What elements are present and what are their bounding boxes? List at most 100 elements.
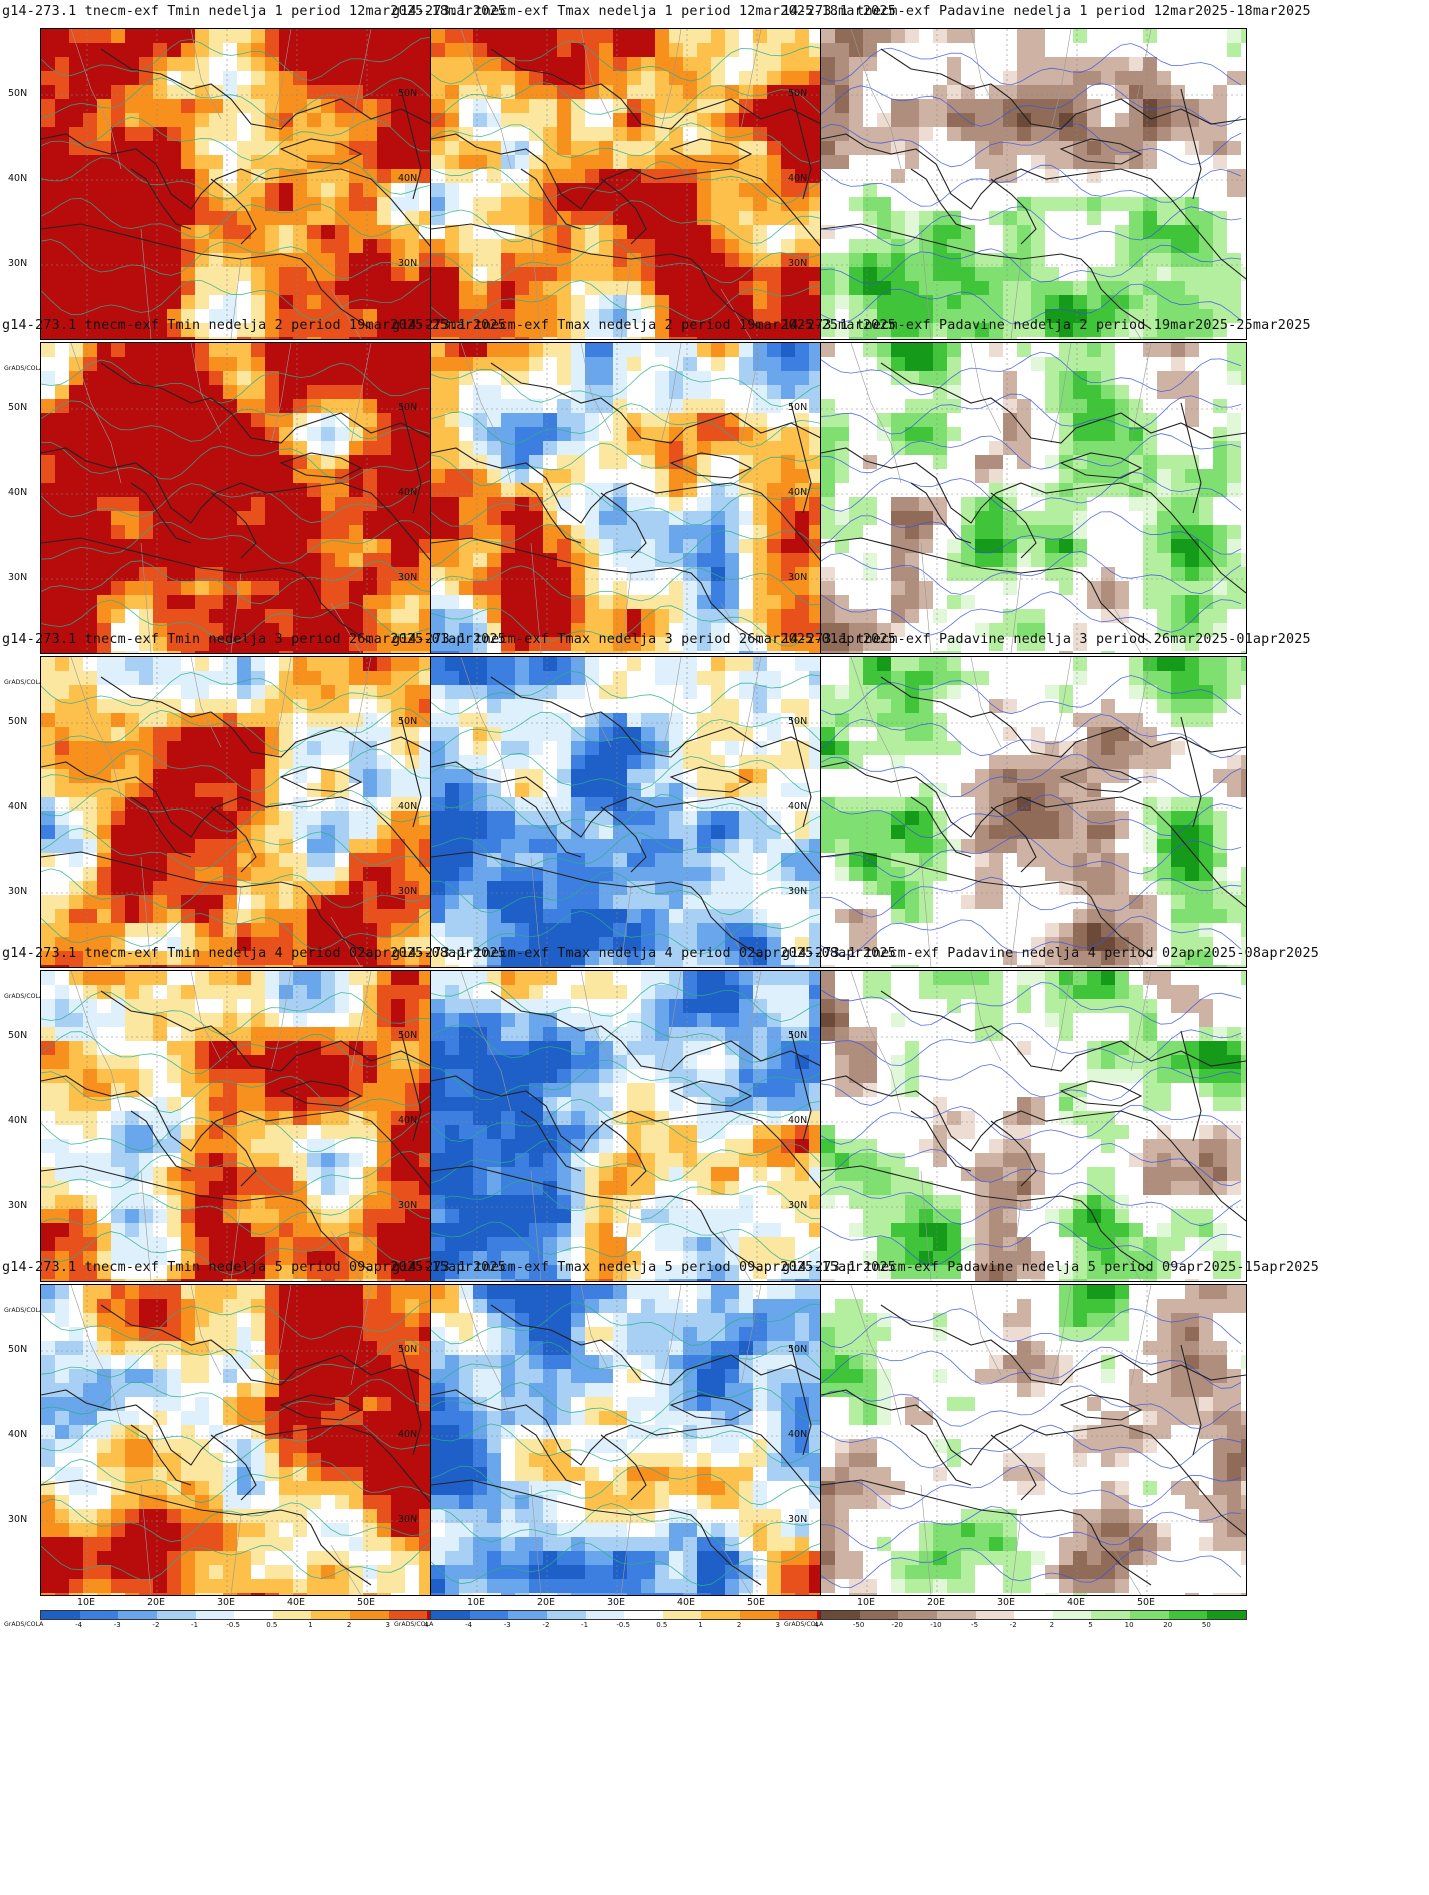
contour-lines [821, 982, 1242, 1266]
latitude-label: 30N [398, 258, 418, 269]
colorbar-swatch [350, 1611, 389, 1619]
coastline [821, 362, 1246, 644]
panel-title: 14-273.1 tnecm-exf Padavine nedelja 3 pe… [782, 632, 1311, 647]
grads-credit: GrADS/COLA [4, 1307, 44, 1314]
graticule [41, 29, 466, 339]
colorbar-label: -20 [891, 1621, 903, 1629]
colorbar [430, 1610, 857, 1620]
map-panel-tmin-week-1: g14-273.1 tnecm-exf Tmin nedelja 1 perio… [2, 4, 506, 374]
colorbar-label: -50 [852, 1621, 865, 1629]
latitude-label: 50N [398, 716, 418, 727]
graticule [431, 343, 856, 653]
coastline [821, 990, 1246, 1272]
anomaly-map [820, 342, 1247, 654]
coastline [431, 1304, 856, 1586]
anomaly-field [821, 343, 1246, 653]
panel-title: g14-273.1 tnecm-exf Tmin nedelja 5 perio… [2, 1260, 506, 1275]
longitude-label: 50E [746, 1597, 766, 1608]
latitude-label: 50N [398, 1344, 418, 1355]
country-borders [460, 29, 762, 339]
longitude-label: 50E [1136, 1597, 1156, 1608]
contour-lines [41, 991, 462, 1276]
graticule [431, 1285, 856, 1595]
colorbar-swatch [701, 1611, 741, 1619]
latitude-label: 50N [8, 1030, 28, 1041]
longitude-label: 10E [466, 1597, 486, 1608]
longitude-label: 30E [606, 1597, 626, 1608]
colorbar-label: 1 [308, 1621, 313, 1629]
anomaly-map [820, 970, 1247, 1282]
anomaly-map [430, 1284, 857, 1596]
country-borders [850, 343, 1152, 653]
latitude-label: 40N [398, 1115, 418, 1126]
colorbar-swatch [388, 1611, 428, 1619]
colorbar-label: -1 [581, 1621, 589, 1629]
latitude-label: 30N [8, 886, 28, 897]
colorbar-label: -0.5 [226, 1621, 241, 1629]
latitude-label: 30N [398, 1514, 418, 1525]
colorbar-label: 4 [814, 1621, 819, 1629]
longitude-label: 10E [856, 1597, 876, 1608]
graticule [821, 343, 1246, 653]
panel-title: g14-273.1 tnecm-exf Tmax nedelja 5 perio… [392, 1260, 896, 1275]
colorbar-swatch [624, 1611, 663, 1619]
longitude-label: 40E [286, 1597, 306, 1608]
anomaly-map [40, 970, 467, 1282]
latitude-label: 30N [398, 886, 418, 897]
latitude-label: 50N [398, 402, 418, 413]
panel-title: g14-273.1 tnecm-exf Tmax nedelja 4 perio… [392, 946, 896, 961]
latitude-label: 40N [398, 487, 418, 498]
latitude-label: 30N [788, 886, 808, 897]
anomaly-field [41, 657, 466, 967]
latitude-label: 30N [8, 258, 28, 269]
colorbar [820, 1610, 1247, 1620]
longitude-label: 50E [356, 1597, 376, 1608]
colorbar-swatch [546, 1611, 586, 1619]
colorbar-swatch [936, 1611, 976, 1619]
anomaly-map [40, 656, 467, 968]
grads-credit: GrADS/COLA [4, 1621, 44, 1628]
longitude-label: 30E [996, 1597, 1016, 1608]
country-borders [70, 343, 372, 653]
coastline [821, 676, 1246, 958]
panel-title: g14-273.1 tnecm-exf Tmin nedelja 1 perio… [2, 4, 506, 19]
map-panel-tmax-week-3: g14-273.1 tnecm-exf Tmax nedelja 3 perio… [392, 632, 896, 1002]
colorbar-swatch [585, 1611, 625, 1619]
map-panel-tmax-week-5: g14-273.1 tnecm-exf Tmax nedelja 5 perio… [392, 1260, 896, 1630]
latitude-label: 50N [398, 1030, 418, 1041]
anomaly-field [821, 657, 1246, 967]
anomaly-map [40, 28, 467, 340]
latitude-label: 30N [398, 1200, 418, 1211]
contour-lines [821, 43, 1242, 325]
latitude-label: 30N [8, 1200, 28, 1211]
grads-credit: GrADS/COLA [784, 1621, 824, 1628]
coastline [431, 48, 856, 330]
colorbar-label: -4 [465, 1621, 473, 1629]
latitude-label: 30N [788, 1514, 808, 1525]
graticule [431, 29, 856, 339]
coastline [41, 362, 466, 644]
panel-title: g14-273.1 tnecm-exf Tmax nedelja 2 perio… [392, 318, 896, 333]
anomaly-field [821, 971, 1246, 1281]
latitude-label: 40N [8, 801, 28, 812]
colorbar-label: 2 [736, 1621, 742, 1629]
colorbar-swatch [234, 1611, 273, 1619]
colorbar-label: 5 [1088, 1621, 1093, 1629]
colorbar-swatch [195, 1611, 235, 1619]
contour-lines [431, 1302, 852, 1587]
coastline [41, 48, 466, 330]
latitude-label: 50N [8, 1344, 28, 1355]
longitude-label: 20E [926, 1597, 946, 1608]
latitude-label: 50N [788, 716, 808, 727]
latitude-label: 40N [398, 801, 418, 812]
graticule [41, 657, 466, 967]
colorbar-label: 1 [698, 1621, 703, 1629]
longitude-label: 10E [76, 1597, 96, 1608]
latitude-label: 50N [788, 88, 808, 99]
colorbar-label: 4 [424, 1621, 429, 1629]
contour-lines [431, 670, 852, 955]
coastline [821, 1304, 1246, 1586]
anomaly-map [40, 1284, 467, 1596]
contour-lines [41, 1299, 462, 1581]
colorbar-swatch [821, 1611, 860, 1619]
